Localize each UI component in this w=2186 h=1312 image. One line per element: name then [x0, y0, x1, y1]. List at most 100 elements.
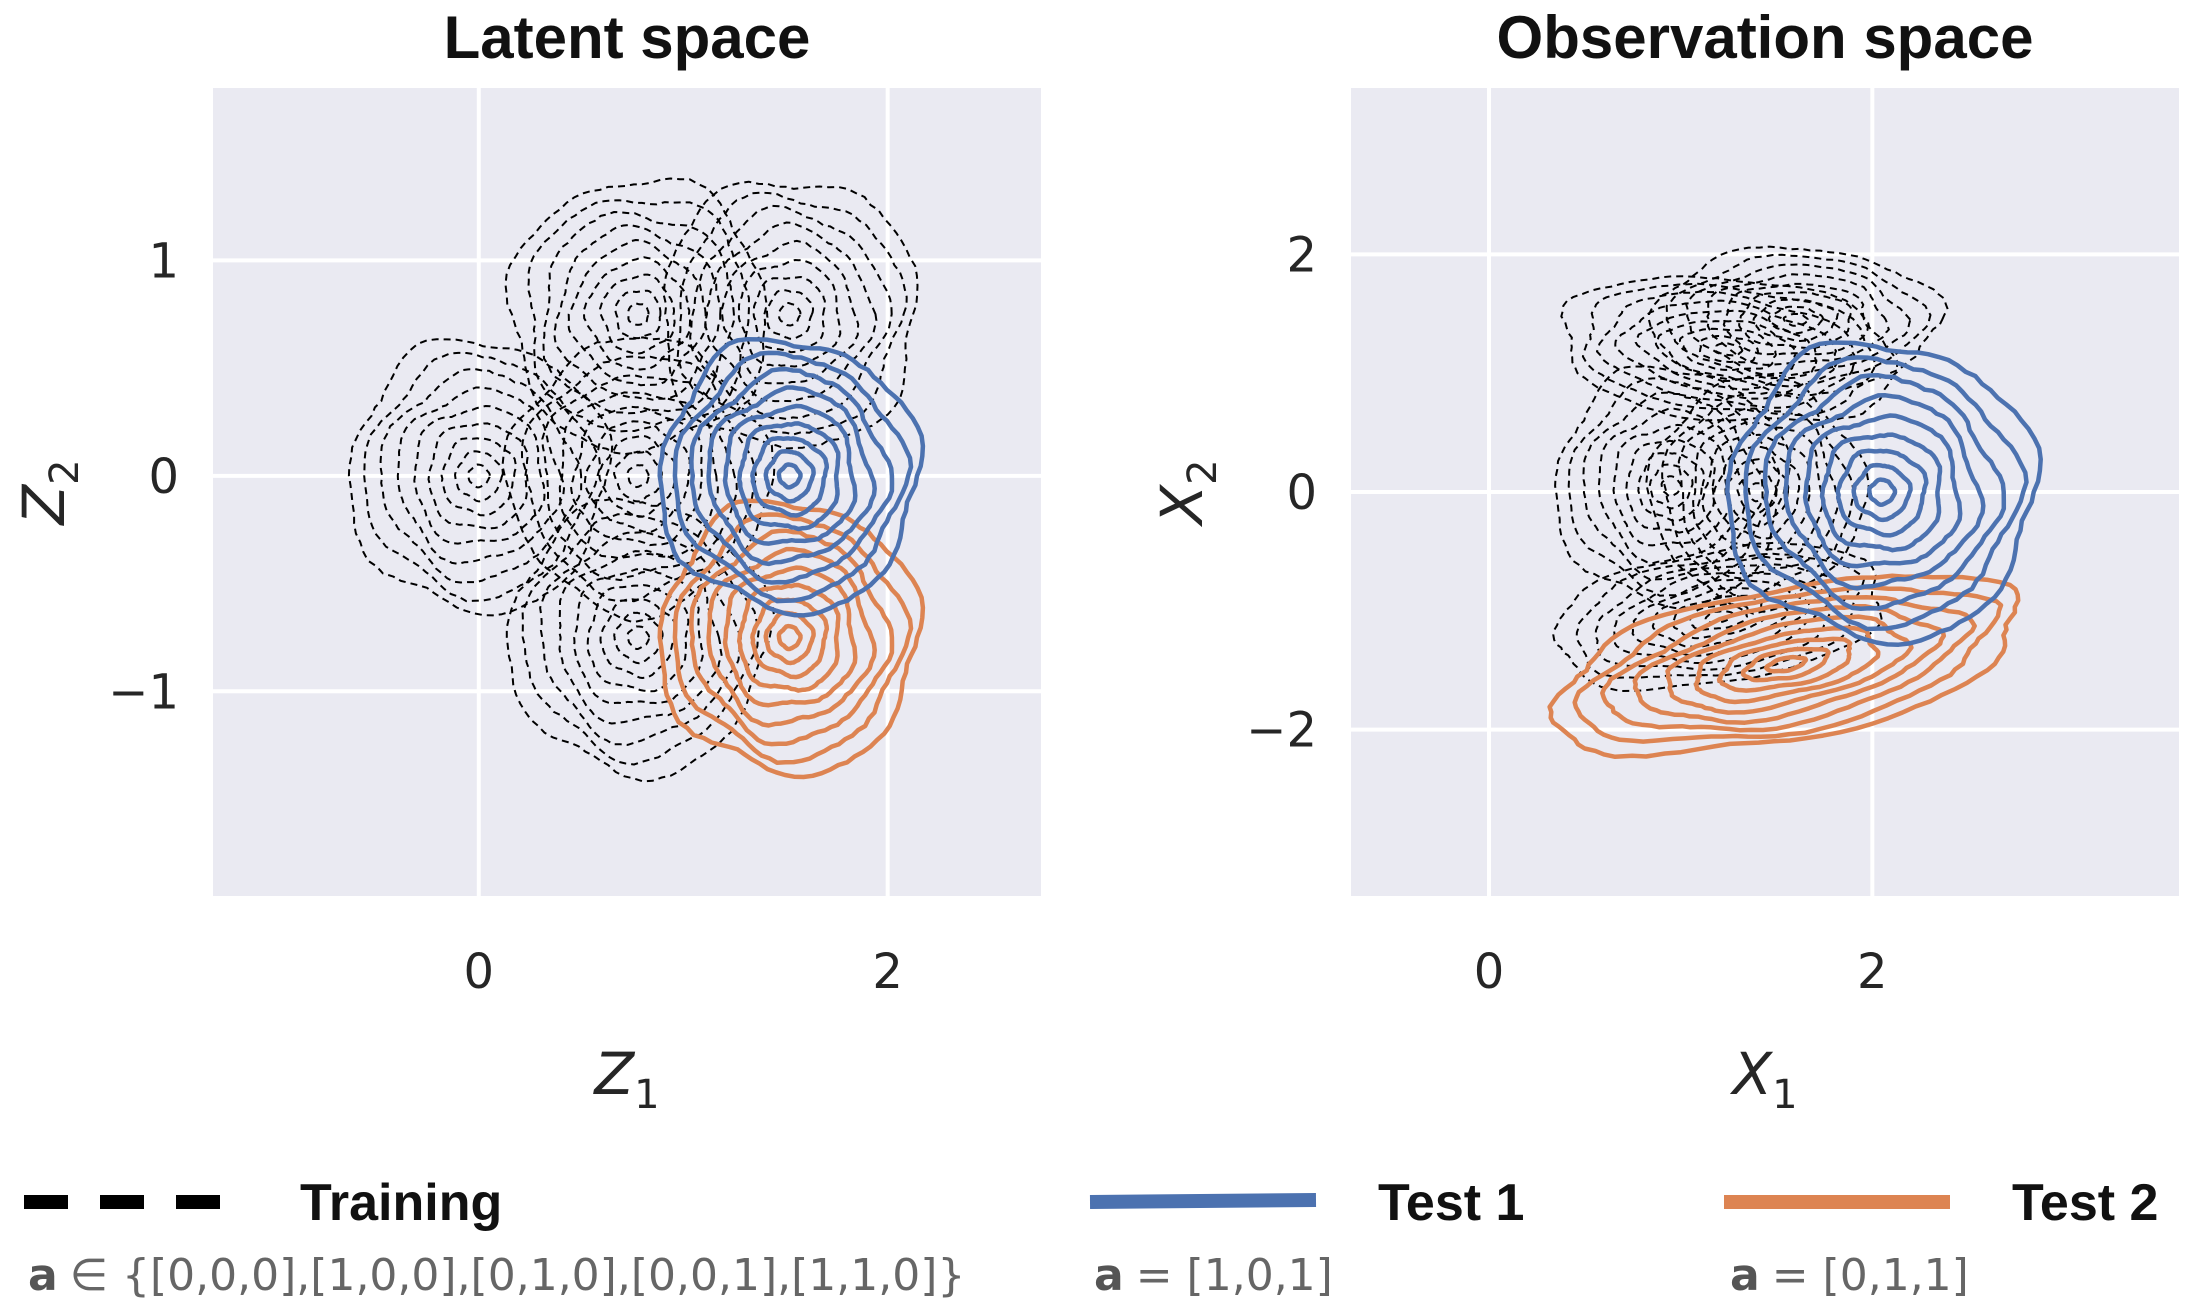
training-contour-line: [599, 273, 676, 355]
test1-contour-line: [776, 462, 803, 490]
y-axis-label-main: Z: [10, 484, 78, 527]
training-contour-line: [1631, 578, 1812, 657]
test2-contour-line: [1600, 595, 1977, 733]
training-contour-line: [1612, 571, 1831, 665]
x-axis-label-sub: 1: [1772, 1072, 1797, 1118]
training-contour-line: [1647, 245, 1949, 397]
x-axis-label-main: Z: [592, 1040, 635, 1108]
y-axis-label-sub: 2: [1180, 459, 1226, 484]
y-axis-label-group: Z2: [10, 459, 88, 526]
test2-contour-line: [1740, 646, 1831, 683]
training-contour-line: [501, 336, 776, 624]
x-tick-label: 0: [464, 944, 495, 1000]
training-contour-line: [1634, 309, 1818, 391]
test1-contour-line: [1783, 393, 1986, 591]
test1-contour-line: [1725, 340, 2043, 647]
training-contour-line: [1594, 563, 1849, 671]
test1-contour-line: [657, 336, 926, 618]
training-contour-line: [704, 221, 878, 403]
training-contour-line: [1688, 603, 1749, 631]
training-contour-line: [1712, 445, 1801, 540]
test1-contour-line: [689, 366, 895, 585]
training-contour-line: [614, 289, 662, 340]
legend-label: Training: [300, 1174, 502, 1232]
test2-contour-line: [689, 528, 895, 747]
test1-contour-line: [763, 449, 816, 504]
training-contour-line: [1614, 299, 1838, 400]
test1-contour-line: [1743, 355, 2029, 632]
training-contour-line: [599, 598, 677, 679]
test2-contour-line: [1547, 573, 2021, 760]
training-contour-line: [454, 450, 504, 503]
training-contour-line: [1665, 253, 1932, 388]
training-contour-line: [567, 239, 707, 387]
contour-layer: [347, 177, 926, 783]
training-contour-line: [1582, 391, 1764, 581]
x-axis-label: X1: [1729, 1040, 1797, 1118]
training-contour-line: [662, 180, 919, 450]
legend-item-test2: Test 2 a = [0,1,1]: [1724, 1174, 2158, 1301]
training-contour-line: [1692, 421, 1824, 562]
x-tick-label: 0: [1474, 944, 1505, 1000]
y-tick-label: 0: [148, 449, 179, 505]
training-contour-line: [752, 276, 827, 354]
legend: Training a ∈ {[0,0,0],[1,0,0],[0,1,0],[0,…: [24, 1174, 2158, 1301]
test2-contour-line: [1632, 603, 1947, 725]
training-contour-line: [598, 435, 678, 518]
training-contour-line: [1552, 541, 1883, 692]
legend-label: Test 1: [1378, 1174, 1524, 1232]
y-axis-label-main: X: [1148, 484, 1216, 528]
y-axis-label: X2: [1148, 459, 1226, 527]
legend-subtext: a ∈ {[0,0,0],[1,0,0],[0,1,0],[0,0,1],[1,1…: [28, 1250, 965, 1301]
y-tick-label: 0: [1286, 465, 1317, 521]
training-contour-line: [505, 497, 776, 783]
test2-contour-line: [1716, 636, 1853, 693]
test2-contour-line: [722, 565, 858, 708]
training-contour-line: [396, 386, 565, 565]
training-contour-line: [582, 256, 692, 371]
training-contour-line: [539, 531, 742, 746]
training-contour-line: [542, 211, 735, 415]
y-tick-label: 1: [148, 233, 179, 289]
test2-contour-line: [657, 498, 926, 780]
training-contour-line: [363, 351, 602, 603]
legend-item-test1: Test 1 a = [1,0,1]: [1089, 1174, 1524, 1301]
training-contour-line: [1747, 482, 1767, 503]
y-tick-labels: −1 0 1: [108, 233, 179, 720]
training-contour-line: [1736, 470, 1778, 515]
training-contour-line: [676, 191, 908, 436]
test2-contour-line: [1763, 654, 1809, 674]
legend-label: Test 2: [2012, 1174, 2158, 1232]
y-tick-labels: −2 0 2: [1246, 227, 1317, 758]
training-contour-line: [1698, 335, 1759, 364]
legend-set: ∈ {[0,0,0],[1,0,0],[0,1,0],[0,0,1],[1,1,…: [70, 1250, 966, 1301]
test1-contour-line: [1802, 413, 1963, 569]
x-axis-label-main: X: [1729, 1040, 1773, 1108]
test2-contour-line: [1693, 625, 1881, 705]
test1-contour-line: [1867, 477, 1898, 507]
training-contour-line: [427, 422, 529, 530]
legend-symbol: a: [28, 1250, 58, 1301]
training-contour-line: [1671, 595, 1768, 640]
training-contour-line: [1554, 365, 1792, 610]
training-contour-line: [413, 405, 546, 545]
training-contour-line: [613, 611, 664, 665]
test2-contour-line: [706, 546, 877, 728]
test1-contour-line: [1762, 372, 2007, 611]
training-contour-line: [504, 177, 768, 456]
test1-contour-line: [672, 350, 914, 604]
training-contour-line: [1752, 298, 1839, 342]
legend-item-training: Training a ∈ {[0,0,0],[1,0,0],[0,1,0],[0,…: [24, 1174, 965, 1301]
training-contour-line: [1722, 282, 1869, 356]
y-tick-label: −2: [1246, 703, 1317, 759]
y-tick-label: −1: [108, 664, 179, 720]
test1-contour-line: [1819, 432, 1943, 553]
training-contour-line: [1596, 290, 1856, 409]
y-axis-label: Z2: [10, 459, 88, 526]
training-contour-line: [1625, 439, 1716, 534]
training-contour-line: [613, 450, 663, 503]
